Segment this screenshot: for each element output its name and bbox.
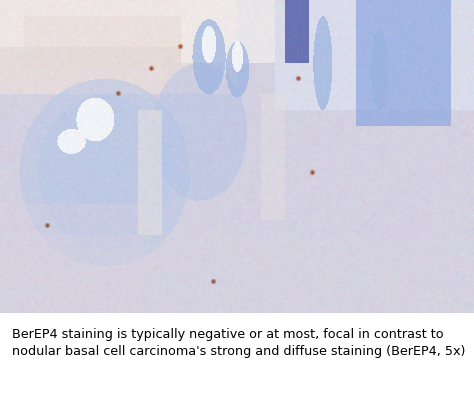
Text: BerEP4 staining is typically negative or at most, focal in contrast to
nodular b: BerEP4 staining is typically negative or… [12, 328, 465, 358]
